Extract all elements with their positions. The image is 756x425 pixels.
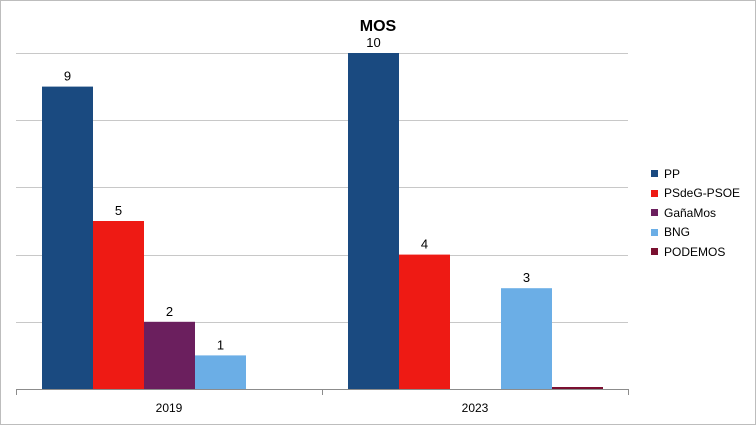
legend-item: PODEMOS: [651, 242, 755, 262]
legend-swatch: [651, 248, 658, 256]
legend-label: BNG: [664, 225, 691, 240]
chart-title: MOS: [359, 18, 397, 35]
legend-label: PP: [664, 166, 681, 181]
data-label: 9: [64, 69, 71, 84]
legend-swatch: [651, 189, 658, 197]
legend-item: GañaMos: [651, 203, 755, 223]
bar-pp-2019: [42, 86, 93, 389]
data-label: 3: [523, 270, 530, 285]
bar-psdeg-psoe-2023: [399, 254, 450, 389]
legend-swatch: [651, 228, 658, 236]
legend-label: PODEMOS: [664, 244, 726, 259]
legend-label: GañaMos: [664, 205, 717, 220]
data-label: 10: [366, 35, 380, 50]
x-tick-label: 2023: [462, 401, 489, 415]
legend-label: PSdeG-PSOE: [664, 186, 741, 201]
data-label: 2: [166, 304, 173, 319]
data-label: 5: [115, 203, 122, 218]
bar-bng-2023: [501, 288, 552, 389]
legend-swatch: [651, 170, 658, 178]
bar-podemos-2023: [552, 387, 603, 389]
legend-item: PP: [651, 164, 755, 184]
bar-ga-amos-2019: [144, 321, 195, 389]
legend: PP PSdeG-PSOE GañaMos BNG PODEMOS: [651, 164, 755, 262]
bar-pp-2023: [348, 53, 399, 389]
x-tick-label: 2019: [156, 401, 183, 415]
bar-psdeg-psoe-2019: [93, 221, 144, 389]
bar-bng-2019: [195, 355, 246, 389]
legend-item: BNG: [651, 223, 755, 243]
legend-swatch: [651, 209, 658, 217]
data-label: 1: [217, 337, 224, 352]
legend-item: PSdeG-PSOE: [651, 184, 755, 204]
data-label: 4: [421, 237, 428, 252]
